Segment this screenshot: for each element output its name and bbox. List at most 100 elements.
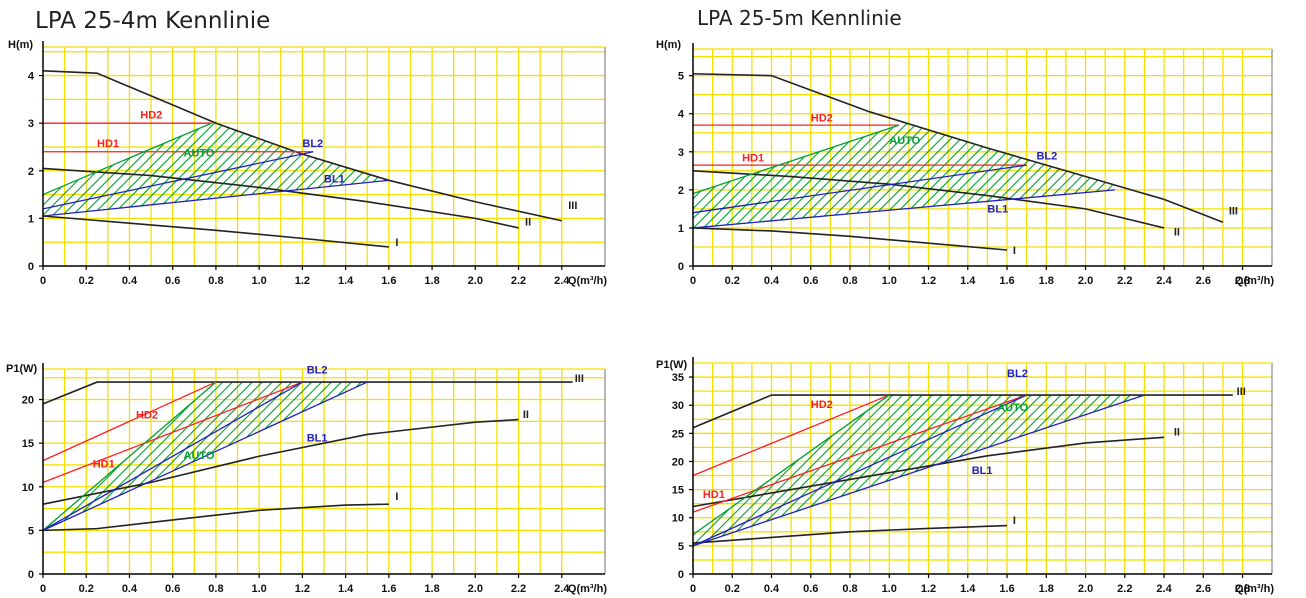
x-tick-label: 1.4 [338, 275, 354, 287]
x-tick-label: 1.4 [960, 275, 976, 287]
curve-label-bl1: BL1 [987, 204, 1008, 216]
x-tick-label: 0.2 [725, 583, 740, 595]
x-tick-label: 2.4 [1156, 275, 1172, 287]
x-tick-label: 0.6 [803, 583, 818, 595]
x-tick-label: 0 [40, 583, 46, 595]
y-tick-label: 5 [678, 541, 684, 553]
curve-label-iii: III [568, 200, 577, 212]
y-tick-label: 2 [678, 185, 684, 197]
head-chart-25-5m: 0 0.2 0.4 0.6 0.8 1.0 1.2 1.4 1.6 1.8 2.0 2.2 2.4 2.6… [656, 39, 1274, 287]
series-ii [42, 167, 519, 229]
y-tick-label: 5 [28, 525, 34, 537]
series-i [42, 503, 389, 532]
series-bl2 [42, 381, 303, 531]
x-tick-label: 0.4 [764, 275, 780, 287]
series-bl1 [42, 381, 368, 531]
x-tick-label: 0 [690, 583, 696, 595]
y-tick-label: 0 [678, 569, 684, 581]
curve-label-auto: AUTO [997, 402, 1028, 414]
series-bl1 [42, 179, 389, 217]
curve-label-ii: II [525, 217, 531, 229]
series-bl2 [692, 394, 1027, 547]
x-tick-label: 1.2 [921, 275, 936, 287]
y-tick-label: 35 [672, 372, 684, 384]
y-tick-label: 4 [28, 71, 35, 83]
curve-label-bl2: BL2 [307, 364, 328, 376]
curve-label-hd1: HD1 [93, 459, 115, 471]
curve-label-auto: AUTO [889, 135, 920, 147]
series-auto [692, 124, 900, 195]
curve-label-auto: AUTO [184, 450, 215, 462]
y-axis-label: H(m) [8, 39, 33, 51]
x-tick-label: 2.0 [1078, 275, 1093, 287]
grid [43, 368, 606, 574]
y-tick-label: 0 [28, 261, 34, 273]
x-tick-label: 0.2 [79, 275, 94, 287]
x-tick-label: 0.2 [725, 275, 740, 287]
series-hd2 [692, 394, 890, 477]
x-tick-label: 1.2 [295, 275, 310, 287]
series-iii [42, 381, 573, 405]
x-axis-label: Q(m³/h) [1235, 583, 1274, 595]
x-tick-label: 2.0 [468, 583, 483, 595]
y-tick-label: 15 [672, 485, 684, 497]
series-i [42, 215, 389, 248]
y-axis-label: P1(W) [6, 363, 38, 375]
x-tick-label: 2.8 [1235, 583, 1250, 595]
x-tick-label: 1.0 [882, 583, 897, 595]
y-axis-label: P1(W) [656, 359, 688, 371]
curve-label-hd2: HD2 [811, 399, 833, 411]
curve-label-ii: II [1174, 427, 1180, 439]
curve-label-ii: II [1174, 227, 1180, 239]
curve-label-hd1: HD1 [97, 138, 119, 150]
x-tick-label: 0.4 [764, 583, 780, 595]
x-tick-label: 0.6 [165, 583, 180, 595]
y-tick-label: 30 [672, 400, 684, 412]
x-tick-label: 0 [690, 275, 696, 287]
y-tick-label: 20 [22, 395, 34, 407]
curve-label-iii: III [1237, 386, 1246, 398]
x-tick-label: 1.6 [381, 275, 396, 287]
curve-label-hd1: HD1 [742, 152, 764, 164]
chart-title-right: LPA 25-5m Kennlinie [697, 6, 902, 30]
y-tick-label: 4 [678, 109, 685, 121]
x-tick-label: 1.8 [424, 275, 439, 287]
series-hd1 [42, 381, 303, 484]
y-tick-label: 1 [678, 223, 684, 235]
x-tick-label: 2.4 [554, 583, 570, 595]
x-tick-label: 1.8 [1039, 583, 1054, 595]
x-tick-label: 2.0 [468, 275, 483, 287]
curve-label-hd2: HD2 [136, 410, 158, 422]
x-tick-label: 1.6 [999, 583, 1014, 595]
x-tick-label: 2.8 [1235, 275, 1250, 287]
x-axis-label: Q(m³/h) [568, 583, 607, 595]
x-tick-label: 1.4 [960, 583, 976, 595]
curve-label-iii: III [575, 373, 584, 385]
x-tick-label: 0.8 [208, 275, 223, 287]
series-bl1 [692, 189, 1116, 229]
series-hd2 [42, 381, 217, 462]
grid [43, 46, 606, 266]
x-tick-label: 1.0 [252, 275, 267, 287]
curve-label-bl1: BL1 [972, 465, 993, 477]
auto-region-hatch [43, 121, 389, 217]
curve-label-i: I [395, 237, 398, 249]
series-iii [692, 72, 1224, 223]
x-axis-label: Q(m³/h) [1235, 275, 1274, 287]
chart-title-left: LPA 25-4m Kennlinie [35, 8, 271, 34]
x-tick-label: 0.4 [122, 583, 138, 595]
series-i [692, 227, 1008, 251]
x-tick-label: 1.2 [295, 583, 310, 595]
y-tick-label: 0 [678, 261, 684, 273]
y-axis-label: H(m) [656, 39, 681, 51]
x-tick-label: 0.8 [842, 275, 857, 287]
series-bl2 [692, 164, 1027, 214]
curve-label-bl2: BL2 [1007, 368, 1028, 380]
y-tick-label: 5 [678, 71, 684, 83]
x-tick-label: 1.6 [999, 275, 1014, 287]
x-tick-label: 1.0 [252, 583, 267, 595]
curve-label-auto: AUTO [184, 148, 215, 160]
curve-label-i: I [395, 491, 398, 503]
curve-label-hd2: HD2 [811, 112, 833, 124]
